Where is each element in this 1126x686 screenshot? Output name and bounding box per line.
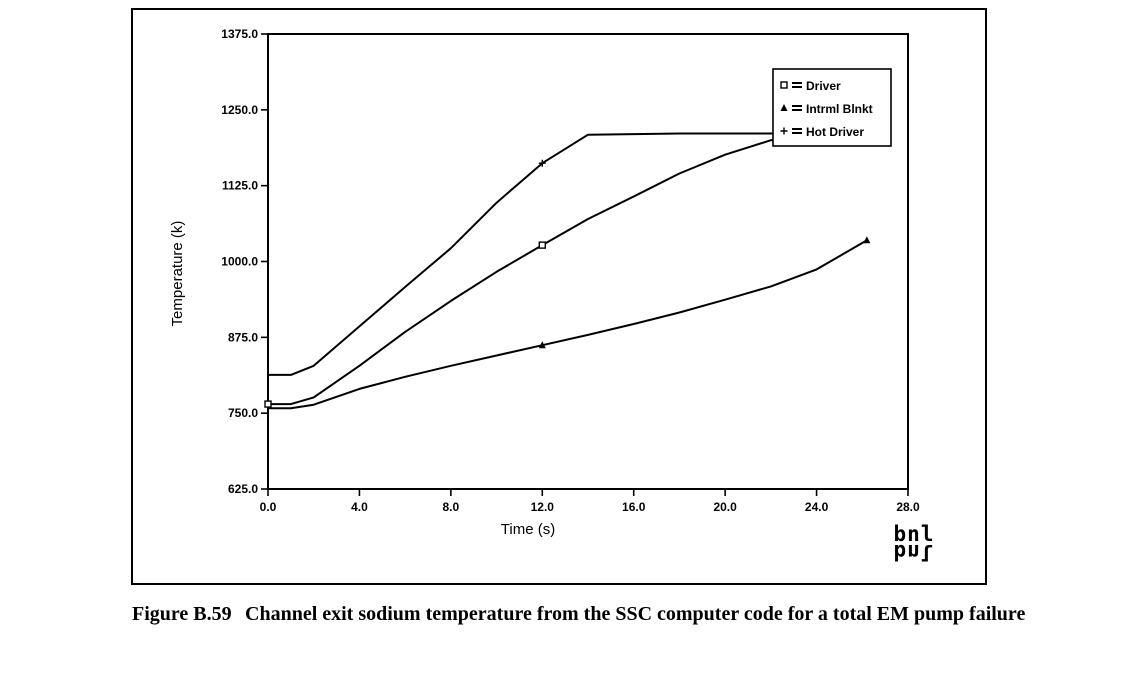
data-point-intrml-blnkt: [863, 236, 871, 244]
bnl-logo-text: bnl: [893, 522, 935, 546]
data-point-hot-driver: [538, 159, 546, 167]
legend-label: Driver: [806, 79, 841, 93]
legend-equals-mark: [792, 105, 802, 107]
x-axis-title: Time (s): [501, 521, 555, 538]
legend: Driver Intrml Blnkt Hot Driver: [772, 68, 892, 147]
series-line-driver: [268, 132, 867, 406]
figure-caption-text: Channel exit sodium temperature from the…: [245, 603, 1026, 625]
y-tick-label: 875.0: [228, 330, 258, 344]
legend-marker: [780, 104, 788, 111]
y-tick-label: 1250.0: [221, 103, 258, 117]
legend-equals-mark: [792, 109, 802, 111]
legend-marker: [780, 127, 788, 135]
x-tick-label: 24.0: [805, 500, 829, 514]
bnl-logo: bnl bnl: [888, 524, 940, 565]
y-tick-label: 1125.0: [222, 179, 258, 193]
data-point-driver: [264, 400, 272, 408]
x-tick-label: 16.0: [622, 500, 646, 514]
legend-marker: [780, 81, 788, 89]
legend-equals-mark: [792, 132, 802, 134]
y-tick-label: 1000.0: [221, 255, 258, 269]
x-tick-label: 8.0: [443, 500, 460, 514]
figure-frame: [131, 8, 987, 585]
x-tick-label: 20.0: [713, 500, 737, 514]
y-tick-label: 625.0: [228, 482, 258, 496]
x-tick-label: 28.0: [896, 500, 920, 514]
plot-area: 625.0 750.0 875.0 1000.0 1125.0 1250.0 1375.0 0…: [221, 27, 920, 514]
data-point-intrml-blnkt: [538, 341, 546, 349]
legend-equals-mark: [792, 128, 802, 130]
legend-label: Intrml Blnkt: [806, 102, 873, 116]
y-axis-title: Temperature (k): [169, 221, 186, 327]
bnl-logo-mirror-text: bnl: [893, 540, 935, 564]
y-tick-label: 750.0: [228, 406, 258, 420]
y-tick-label: 1375.0: [221, 27, 258, 41]
series-line-intrml-blnkt: [268, 239, 868, 410]
legend-label: Hot Driver: [806, 125, 864, 139]
data-point-driver: [538, 241, 546, 249]
legend-equals-mark: [792, 86, 802, 88]
x-tick-label: 12.0: [531, 500, 555, 514]
x-tick-label: 4.0: [351, 500, 368, 514]
figure-label: Figure B.59: [132, 603, 232, 625]
x-tick-label: 0.0: [260, 500, 277, 514]
legend-equals-mark: [792, 82, 802, 84]
